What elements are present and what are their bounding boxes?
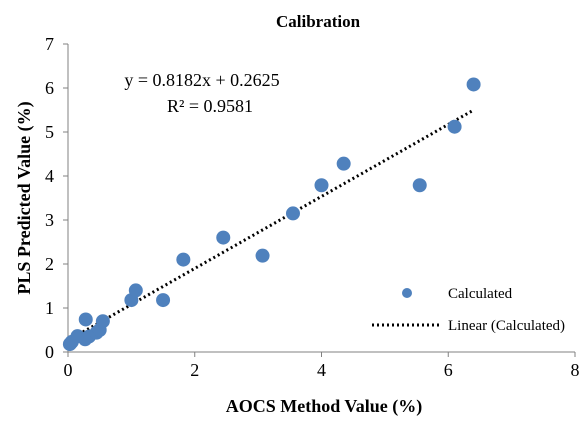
y-axis-label: PLS Predicted Value (%) <box>14 101 35 294</box>
regression-equation: y = 0.8182x + 0.2625 <box>124 70 279 90</box>
x-axis-label: AOCS Method Value (%) <box>226 396 423 417</box>
data-point <box>95 314 110 329</box>
data-point <box>255 248 270 263</box>
y-tick-label: 1 <box>45 298 54 318</box>
data-point <box>314 178 329 193</box>
x-tick-label: 2 <box>190 360 199 380</box>
y-tick-label: 7 <box>45 34 54 54</box>
data-point <box>128 283 143 298</box>
points-layer <box>62 77 481 352</box>
data-point <box>447 119 462 134</box>
axes <box>63 43 576 357</box>
x-tick-label: 0 <box>64 360 73 380</box>
r-squared: R² = 0.9581 <box>167 96 253 116</box>
trendline <box>69 108 475 341</box>
x-tick-label: 4 <box>317 360 326 380</box>
y-tick-label: 0 <box>45 342 54 362</box>
legend: Calculated Linear (Calculated) <box>372 286 565 334</box>
data-point <box>466 77 481 92</box>
legend-label-calculated: Calculated <box>448 286 513 302</box>
trendline-layer <box>69 108 475 341</box>
data-point <box>285 206 300 221</box>
data-point <box>216 230 231 245</box>
tick-labels: 0 2 4 6 8 0 1 2 3 4 5 6 7 <box>45 34 580 380</box>
legend-marker-calculated <box>402 288 412 298</box>
x-tick-label: 8 <box>571 360 580 380</box>
data-point <box>412 178 427 193</box>
y-tick-label: 5 <box>45 122 54 142</box>
data-point <box>176 252 191 267</box>
data-point <box>156 293 171 308</box>
y-tick-label: 3 <box>45 210 54 230</box>
data-point <box>336 156 351 171</box>
x-tick-label: 6 <box>444 360 453 380</box>
legend-label-linear: Linear (Calculated) <box>448 318 565 334</box>
data-point <box>78 312 93 327</box>
y-tick-label: 4 <box>45 166 54 186</box>
y-tick-label: 2 <box>45 254 54 274</box>
y-tick-label: 6 <box>45 78 54 98</box>
chart-title: Calibration <box>276 12 361 31</box>
